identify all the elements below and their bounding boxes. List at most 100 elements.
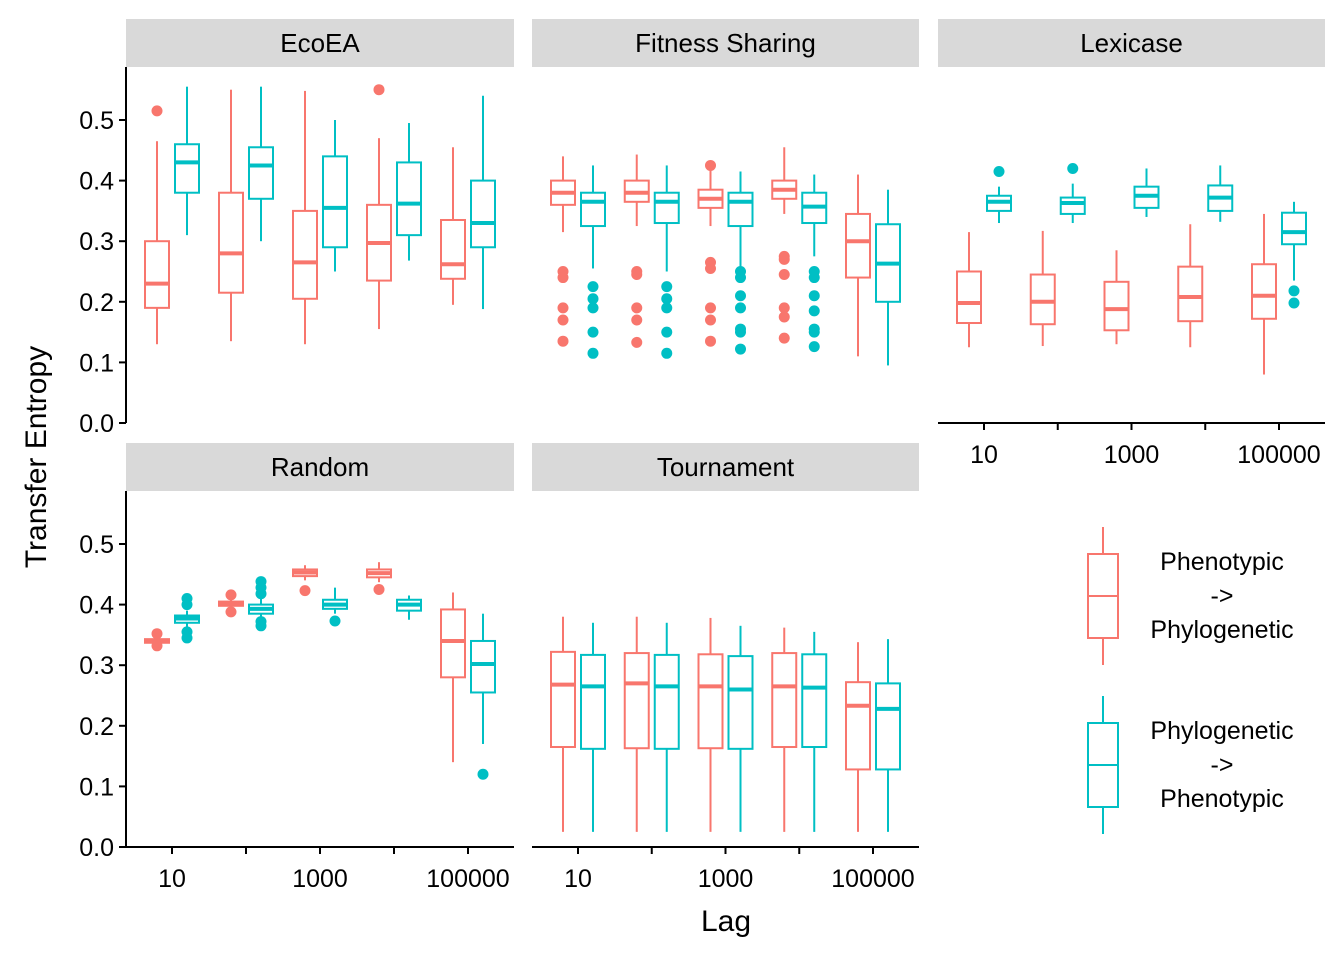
box-body	[845, 212, 871, 279]
box-outlier-point	[661, 293, 673, 305]
x-tick-label: 10	[564, 865, 592, 893]
box-outlier-point	[631, 266, 643, 277]
y-tick-label: 0.0	[79, 410, 114, 438]
box-outlier-point	[705, 335, 716, 347]
panel-title: EcoEA	[280, 28, 360, 58]
box-body	[727, 655, 754, 750]
box-outlier-point	[661, 302, 673, 314]
box-outlier-point	[373, 84, 385, 96]
legend-label-line: Phylogenetic	[1150, 616, 1293, 644]
box-outlier-point	[735, 272, 746, 284]
box-outlier-point	[299, 585, 311, 597]
box-body	[440, 608, 466, 679]
box-outlier-point	[587, 302, 599, 314]
panel-title: Tournament	[657, 452, 795, 482]
box-outlier-point	[587, 281, 599, 293]
y-tick-label: 0.4	[79, 592, 114, 620]
box-outlier-point	[255, 620, 267, 632]
box-body	[218, 191, 244, 294]
box-body	[1103, 280, 1130, 332]
legend-label-line: Phylogenetic	[1150, 717, 1293, 745]
legend-label-line: Phenotypic	[1160, 785, 1284, 813]
box-outlier-point	[587, 347, 599, 359]
box-outlier-point	[735, 343, 746, 355]
y-tick-label: 0.2	[79, 713, 114, 741]
box-body	[653, 653, 680, 750]
box-body	[697, 653, 724, 750]
box-body	[144, 240, 170, 309]
box-body	[580, 653, 606, 750]
box-body	[550, 650, 576, 749]
panel-title: Random	[271, 452, 369, 482]
box-body	[727, 191, 754, 228]
box-body	[956, 270, 982, 325]
panel-strip	[532, 19, 919, 67]
box-body	[801, 653, 828, 749]
box-outlier-point	[151, 640, 163, 652]
box-body	[845, 681, 871, 771]
box-outlier-point	[808, 326, 820, 338]
box-outlier-point	[151, 105, 163, 117]
box-body	[875, 682, 901, 771]
box-outlier-point	[705, 159, 716, 171]
box-body	[248, 146, 274, 200]
x-tick-label: 100000	[831, 865, 914, 893]
box-body	[653, 191, 680, 225]
box-body	[322, 155, 348, 249]
box-body	[771, 652, 798, 749]
box-outlier-point	[778, 311, 790, 323]
box-outlier-point	[735, 302, 746, 314]
y-tick-label: 0.4	[79, 168, 114, 196]
box-outlier-point	[735, 326, 746, 338]
box-outlier-point	[477, 768, 489, 780]
box-outlier-point	[557, 314, 569, 326]
y-tick-label: 0.0	[79, 834, 114, 862]
box-body	[623, 652, 650, 750]
y-tick-label: 0.3	[79, 228, 114, 256]
x-tick-label: 10	[158, 865, 186, 893]
y-tick-label: 0.1	[79, 349, 114, 377]
x-axis-title: Lag	[701, 905, 751, 938]
box-outlier-point	[151, 628, 163, 640]
box-body	[1029, 273, 1056, 326]
panel-strip	[532, 443, 919, 491]
box-outlier-point	[557, 266, 569, 277]
y-tick-label: 0.5	[79, 531, 114, 559]
box-body	[1281, 211, 1307, 246]
x-tick-label: 100000	[1237, 441, 1320, 469]
box-outlier-point	[329, 615, 341, 627]
y-axis-title: Transfer Entropy	[20, 346, 53, 568]
box-outlier-point	[255, 588, 267, 600]
x-tick-label: 1000	[292, 865, 348, 893]
box-body	[1251, 263, 1277, 320]
box-body	[470, 639, 496, 694]
box-outlier-point	[557, 335, 569, 347]
box-outlier-point	[808, 305, 820, 317]
box-outlier-point	[808, 272, 820, 284]
box-outlier-point	[808, 290, 820, 302]
box-outlier-point	[735, 290, 746, 302]
box-outlier-point	[631, 336, 643, 348]
box-body	[580, 191, 606, 228]
box-outlier-point	[661, 347, 673, 359]
box-body	[396, 161, 422, 237]
box-outlier-point	[181, 599, 193, 611]
x-tick-label: 1000	[698, 865, 754, 893]
legend-label-line: ->	[1211, 751, 1234, 779]
panel-title: Lexicase	[1080, 28, 1183, 58]
box-outlier-point	[181, 632, 193, 644]
box-outlier-point	[1288, 285, 1300, 297]
box-body	[1059, 196, 1086, 215]
box-body	[440, 218, 466, 280]
legend-label-line: ->	[1211, 582, 1234, 610]
box-outlier-point	[587, 326, 599, 338]
y-tick-label: 0.2	[79, 289, 114, 317]
box-outlier-point	[661, 281, 673, 293]
y-tick-label: 0.5	[79, 107, 114, 135]
box-outlier-point	[373, 583, 385, 595]
box-outlier-point	[661, 326, 673, 338]
y-tick-label: 0.3	[79, 652, 114, 680]
panel-strip	[126, 19, 514, 67]
